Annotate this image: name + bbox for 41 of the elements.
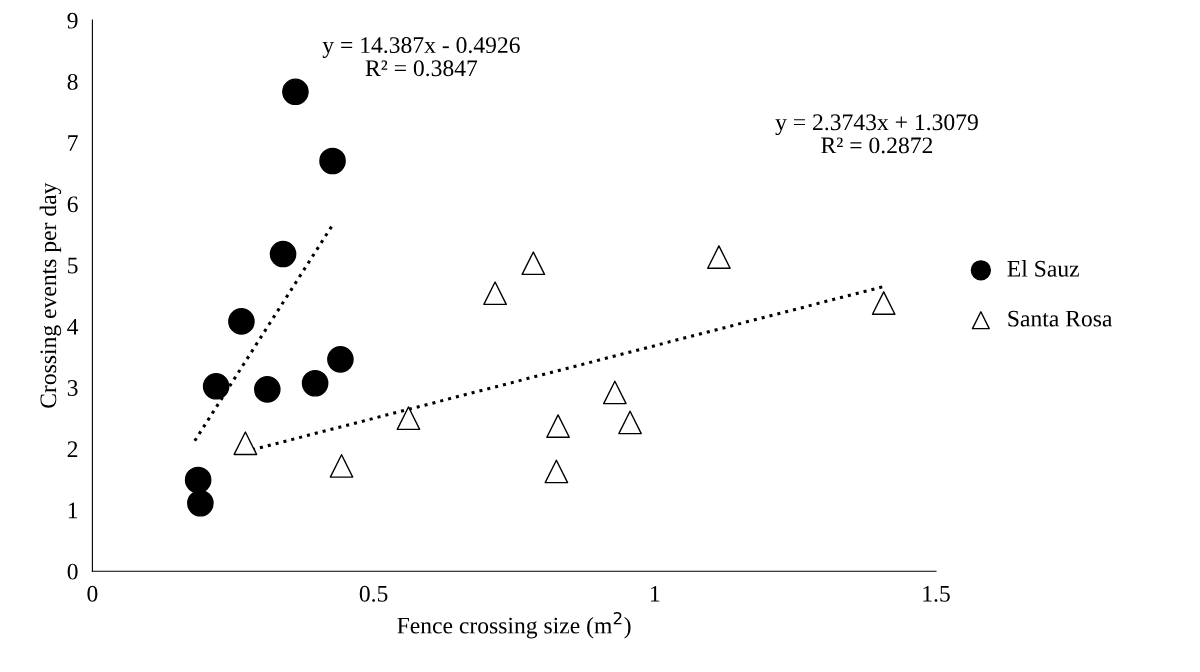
y-tick-label: 2 [67,441,78,457]
legend-label: Santa Rosa [1008,310,1113,327]
point [282,78,309,106]
y-tick-label: 4 [67,318,79,335]
annotation: y = 14.387x - 0.4926 R² = 0.3847 [322,37,520,77]
point [396,406,421,431]
y-axis-title: Crossing events per day [39,182,62,408]
point [327,346,354,373]
point [319,147,346,175]
point [521,251,546,276]
point [187,489,214,517]
point [269,240,297,268]
x-axis-title: Fence crossing size (m$^{2}$) [397,612,631,639]
y-tick-label: 6 [67,196,78,213]
x-tick-label: 0.5 [359,585,388,602]
point [228,308,255,335]
point [546,414,570,438]
y-tick-label: 9 [67,12,78,29]
point [184,466,212,494]
point [618,410,642,435]
x-tick-label: 1 [650,585,660,602]
y-tick-label: 0 [67,563,78,580]
point [602,380,627,405]
point [707,245,731,269]
x-tick-label: 1.5 [923,585,950,602]
legend-label: El Sauz [1007,260,1079,277]
point [202,372,230,400]
point [253,376,281,403]
point [233,431,258,456]
y-tick-label: 3 [67,380,78,396]
point [544,459,569,484]
annotation: y = 2.3743x + 1.3079 R² = 0.2872 [775,114,978,154]
y-tick-label: 1 [68,502,78,519]
y-tick-label: 5 [68,257,78,274]
x-tick-label: 0 [87,585,98,602]
y-tick-label: 7 [68,135,78,151]
y-tick-label: 8 [67,73,78,90]
point [871,291,896,315]
point [301,369,329,397]
point [329,453,354,478]
point [483,281,507,306]
